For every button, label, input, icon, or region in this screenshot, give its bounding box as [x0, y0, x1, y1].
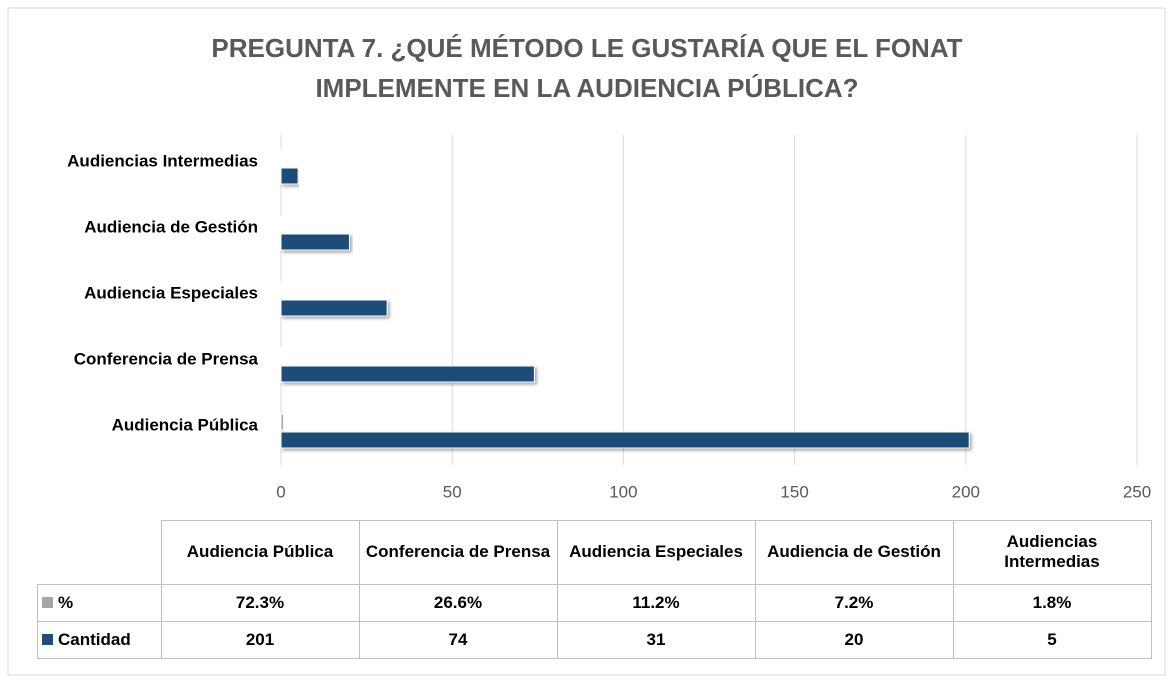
table-header: Conferencia de Prensa: [358, 520, 558, 585]
table-cell: 5: [952, 620, 1152, 659]
table-header-row: Audiencia Pública Conferencia de Prensa Au…: [37, 520, 1152, 585]
y-tick-label: Conferencia de Prensa: [74, 349, 259, 368]
y-tick-label: Audiencias Intermedias: [67, 151, 258, 170]
bar: [280, 365, 535, 383]
table-header: Audiencia Especiales: [556, 520, 756, 585]
table-row: Cantidad 201 74 31 20 5: [37, 620, 1152, 659]
table-corner: [37, 520, 162, 585]
bar: [280, 347, 283, 365]
x-tick-label: 250: [1123, 482, 1151, 501]
x-tick-label: 150: [780, 482, 808, 501]
bar: [280, 167, 299, 185]
table-cell: 20: [754, 620, 954, 659]
table-cell: 74: [358, 620, 558, 659]
data-table: Audiencia Pública Conferencia de Prensa Au…: [37, 520, 1152, 659]
table-cell: 7.2%: [754, 583, 954, 622]
table-series-name: Cantidad: [37, 620, 162, 659]
table-cell: 1.8%: [952, 583, 1152, 622]
bar: [280, 431, 970, 449]
legend-label: %: [58, 592, 74, 612]
x-tick-label: 50: [443, 482, 462, 501]
bar: [280, 413, 284, 431]
legend-key: [42, 633, 53, 645]
table-cell: 31: [556, 620, 756, 659]
table-cell: 201: [160, 620, 360, 659]
table-cell: 11.2%: [556, 583, 756, 622]
x-tick-label: 0: [276, 482, 285, 501]
y-tick-label: Audiencia de Gestión: [84, 217, 258, 236]
table-cell: 26.6%: [358, 583, 558, 622]
bar: [280, 299, 388, 317]
y-tick-label: Audiencia Especiales: [84, 283, 258, 302]
x-tick-label: 100: [609, 482, 637, 501]
table-cell: 72.3%: [160, 583, 360, 622]
y-tick-label: Audiencia Pública: [112, 415, 259, 434]
bar: [280, 233, 350, 251]
table-header: Audiencia de Gestión: [754, 520, 954, 585]
table-series-name: %: [37, 583, 162, 622]
table-header: Audiencias Intermedias: [952, 520, 1152, 585]
chart-title: PREGUNTA 7. ¿QUÉ MÉTODO LE GUSTARÍA QUE …: [211, 33, 962, 103]
legend-label: Cantidad: [58, 629, 131, 649]
legend-key: [42, 596, 53, 608]
x-tick-label: 200: [952, 482, 980, 501]
table-row: % 72.3% 26.6% 11.2% 7.2% 1.8%: [37, 583, 1152, 622]
table-header: Audiencia Pública: [160, 520, 360, 585]
